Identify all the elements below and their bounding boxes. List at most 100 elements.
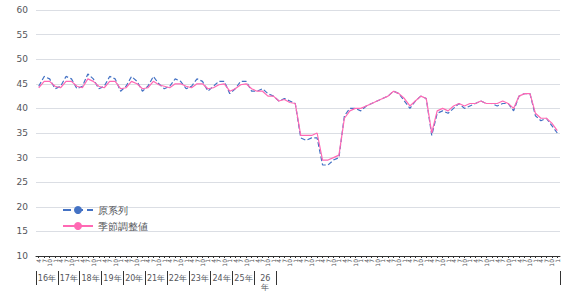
svg-text:10: 10 [351, 259, 359, 267]
svg-text:7: 7 [62, 259, 70, 263]
svg-text:1: 1 [182, 259, 190, 263]
svg-text:7: 7 [171, 259, 179, 263]
svg-text:10: 10 [417, 259, 425, 267]
svg-text:10: 10 [264, 259, 272, 267]
svg-text:原系列: 原系列 [98, 205, 128, 216]
svg-text:25: 25 [17, 177, 28, 187]
svg-text:10: 10 [68, 259, 75, 267]
svg-text:4: 4 [340, 259, 348, 263]
svg-text:7: 7 [280, 259, 288, 263]
svg-text:1: 1 [313, 259, 321, 263]
svg-text:4: 4 [209, 259, 217, 263]
svg-text:10: 10 [482, 259, 490, 267]
svg-text:7: 7 [40, 259, 48, 263]
svg-text:7: 7 [390, 259, 397, 263]
svg-text:1: 1 [95, 259, 103, 263]
svg-text:4: 4 [122, 259, 130, 263]
svg-text:4: 4 [231, 259, 239, 263]
svg-text:7: 7 [324, 259, 332, 263]
svg-text:19年: 19年 [103, 274, 121, 283]
svg-text:1: 1 [269, 259, 277, 263]
svg-text:23年: 23年 [191, 274, 209, 283]
svg-text:7: 7 [84, 259, 92, 263]
svg-text:4: 4 [35, 259, 43, 263]
svg-text:10: 10 [504, 259, 512, 267]
svg-text:30: 30 [17, 153, 29, 163]
svg-text:4: 4 [166, 259, 174, 263]
svg-text:10: 10 [526, 259, 534, 267]
svg-text:1: 1 [226, 259, 234, 263]
svg-text:22年: 22年 [169, 274, 187, 283]
svg-text:7: 7 [237, 259, 245, 263]
svg-text:10: 10 [461, 259, 468, 267]
svg-text:4: 4 [188, 259, 196, 263]
svg-text:10: 10 [548, 259, 556, 267]
svg-text:10: 10 [395, 259, 403, 267]
svg-text:10: 10 [89, 259, 97, 267]
svg-text:1: 1 [248, 259, 256, 263]
svg-text:10: 10 [133, 259, 141, 267]
svg-text:4: 4 [362, 259, 370, 263]
svg-text:17年: 17年 [60, 274, 78, 283]
svg-text:10: 10 [46, 259, 54, 267]
svg-text:7: 7 [149, 259, 157, 263]
svg-text:26: 26 [260, 274, 270, 283]
svg-text:40: 40 [17, 103, 29, 113]
svg-text:4: 4 [78, 259, 86, 263]
svg-text:1: 1 [379, 259, 387, 263]
svg-text:35: 35 [17, 128, 28, 138]
svg-text:1: 1 [138, 259, 146, 263]
svg-text:10: 10 [199, 259, 206, 267]
svg-text:7: 7 [368, 259, 376, 263]
svg-text:7: 7 [215, 259, 223, 263]
svg-text:10: 10 [308, 259, 316, 267]
svg-text:7: 7 [302, 259, 310, 263]
svg-text:10: 10 [111, 259, 119, 267]
svg-text:21年: 21年 [147, 274, 165, 283]
svg-text:4: 4 [57, 259, 65, 263]
svg-text:10: 10 [373, 259, 381, 267]
svg-text:1: 1 [51, 259, 59, 263]
svg-text:1: 1 [291, 259, 299, 263]
svg-text:4: 4 [297, 259, 305, 263]
svg-text:10: 10 [242, 259, 250, 267]
svg-text:1: 1 [335, 259, 343, 263]
svg-text:季節調整値: 季節調整値 [98, 221, 148, 232]
svg-text:1: 1 [117, 259, 125, 263]
svg-text:7: 7 [193, 259, 201, 263]
svg-text:10: 10 [177, 259, 185, 267]
svg-text:4: 4 [100, 259, 108, 263]
svg-text:15: 15 [17, 226, 28, 236]
svg-text:10: 10 [439, 259, 447, 267]
svg-text:7: 7 [128, 259, 135, 263]
svg-text:4: 4 [319, 259, 327, 263]
svg-text:10: 10 [286, 259, 294, 267]
svg-text:20: 20 [17, 202, 29, 212]
svg-text:50: 50 [17, 54, 29, 64]
svg-text:45: 45 [17, 79, 28, 89]
svg-text:1: 1 [554, 259, 561, 263]
svg-text:10: 10 [155, 259, 163, 267]
svg-text:10: 10 [220, 259, 228, 267]
svg-text:1: 1 [204, 259, 212, 263]
svg-text:4: 4 [253, 259, 261, 263]
svg-text:10: 10 [17, 251, 29, 261]
svg-text:7: 7 [106, 259, 114, 263]
svg-text:1: 1 [160, 259, 168, 263]
svg-text:55: 55 [17, 30, 28, 40]
svg-text:18年: 18年 [81, 274, 99, 283]
svg-text:60: 60 [17, 5, 29, 15]
svg-text:年: 年 [261, 283, 269, 292]
svg-text:7: 7 [346, 259, 354, 263]
svg-text:7: 7 [259, 259, 266, 263]
svg-text:4: 4 [144, 259, 152, 263]
svg-text:4: 4 [384, 259, 392, 263]
svg-text:10: 10 [330, 259, 337, 267]
svg-text:25年: 25年 [234, 274, 252, 283]
svg-text:20年: 20年 [125, 274, 143, 283]
svg-text:1: 1 [357, 259, 365, 263]
svg-text:16年: 16年 [38, 274, 56, 283]
svg-text:24年: 24年 [212, 274, 230, 283]
svg-text:4: 4 [275, 259, 283, 263]
svg-text:1: 1 [73, 259, 81, 263]
